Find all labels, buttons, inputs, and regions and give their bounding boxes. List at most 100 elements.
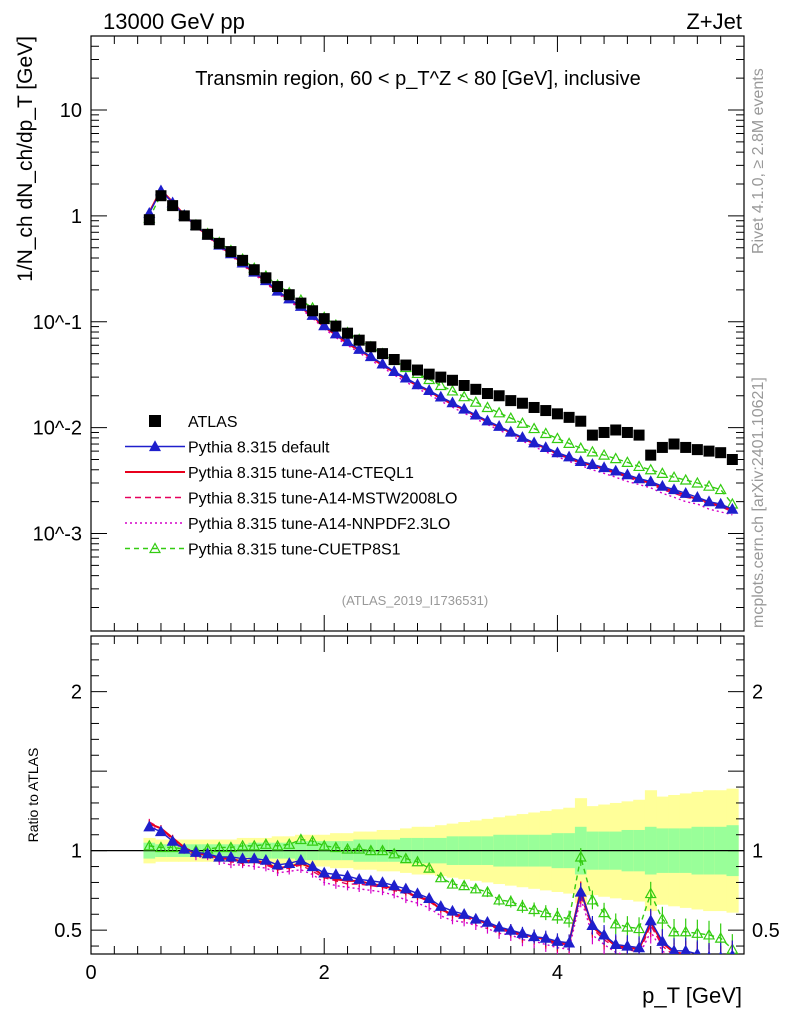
marker-atlas <box>377 348 389 360</box>
ratio-marker-default <box>353 873 366 884</box>
legend-label-cuetp8s1: Pythia 8.315 tune-CUETP8S1 <box>188 542 401 559</box>
marker-atlas <box>505 395 517 407</box>
ratio-marker-default <box>178 842 191 854</box>
ratio-marker-cuetp8s1 <box>493 893 506 905</box>
marker-default <box>702 495 716 507</box>
marker-atlas <box>353 334 365 346</box>
marker-atlas <box>691 444 703 456</box>
legend-label-nnpdf: Pythia 8.315 tune-A14-NNPDF2.3LO <box>188 516 450 533</box>
marker-atlas <box>645 449 657 461</box>
marker-atlas <box>726 454 738 466</box>
y-tick-label-ratio-right: 2 <box>752 682 763 704</box>
ratio-marker-cuetp8s1 <box>586 893 599 905</box>
marker-default <box>481 414 494 426</box>
marker-atlas <box>178 210 190 222</box>
ratio-marker-cuetp8s1 <box>633 922 646 934</box>
marker-default <box>493 420 506 431</box>
ratio-marker-cuetp8s1 <box>259 838 272 849</box>
ratio-marker-cuetp8s1 <box>353 842 366 854</box>
marker-default <box>609 464 622 476</box>
marker-atlas <box>703 445 715 457</box>
marker-default <box>563 450 576 462</box>
ratio-marker-cuetp8s1 <box>504 895 517 907</box>
marker-default <box>598 461 611 473</box>
ratio-marker-default <box>551 935 564 946</box>
ratio-marker-cuetp8s1 <box>423 861 436 873</box>
marker-atlas <box>656 441 668 453</box>
ratio-marker-default <box>574 885 587 897</box>
marker-default <box>504 425 517 437</box>
marker-cuetp8s1 <box>493 406 506 418</box>
ratio-marker-default <box>729 949 735 954</box>
process-label: Z+Jet <box>686 9 742 34</box>
marker-atlas <box>598 426 610 438</box>
ratio-marker-default <box>644 914 657 926</box>
ratio-uncertainty-bands <box>91 788 744 913</box>
marker-atlas <box>668 438 680 450</box>
marker-default <box>551 446 564 458</box>
ratio-marker-cuetp8s1 <box>469 882 482 894</box>
marker-default <box>679 487 692 498</box>
marker-cuetp8s1 <box>633 460 646 472</box>
legend-label-mstw: Pythia 8.315 tune-A14-MSTW2008LO <box>188 491 457 508</box>
marker-cuetp8s1 <box>504 411 517 423</box>
marker-atlas <box>481 388 493 400</box>
ratio-marker-cuetp8s1 <box>598 906 611 918</box>
ratio-marker-default <box>399 882 412 894</box>
marker-atlas <box>470 383 482 395</box>
marker-atlas <box>423 368 435 380</box>
marker-default <box>621 468 634 480</box>
legend: ATLAS Pythia 8.315 default Pythia 8.315 tu… <box>125 414 457 559</box>
marker-atlas <box>307 305 319 317</box>
ratio-marker-default <box>621 939 634 951</box>
marker-cuetp8s1 <box>481 401 494 413</box>
ratio-marker-cuetp8s1 <box>271 839 284 851</box>
ratio-marker-cuetp8s1 <box>399 852 412 864</box>
marker-default <box>726 502 739 514</box>
ratio-marker-default <box>248 852 261 864</box>
marker-default <box>318 319 331 331</box>
marker-default <box>586 458 599 469</box>
marker-cuetp8s1 <box>563 437 576 448</box>
series-line-mstw <box>148 188 733 513</box>
ratio-marker-default <box>458 908 471 919</box>
marker-default <box>376 357 389 369</box>
y-tick-label-main: 10^-3 <box>33 524 82 546</box>
marker-default <box>341 335 354 347</box>
marker-atlas <box>400 359 412 371</box>
marker-default <box>353 343 366 354</box>
main-y-axis-label: 1/N_ch dN_ch/dp_T [GeV] <box>14 36 37 282</box>
ratio-marker-cuetp8s1 <box>574 850 587 862</box>
marker-default <box>434 390 447 402</box>
ratio-marker-cuetp8s1 <box>644 887 657 899</box>
ratio-marker-cuetp8s1 <box>388 847 401 859</box>
marker-atlas <box>342 327 354 339</box>
x-tick-label: 2 <box>319 962 330 984</box>
y-tick-label-ratio: 2 <box>71 682 82 704</box>
ratio-marker-default <box>668 944 680 954</box>
ratio-marker-default <box>633 941 646 953</box>
marker-default <box>388 365 401 376</box>
ratio-marker-default <box>329 868 342 880</box>
ratio-marker-cuetp8s1 <box>143 839 156 851</box>
ratio-marker-default <box>446 904 459 916</box>
marker-atlas <box>213 237 225 249</box>
marker-atlas <box>528 401 540 413</box>
ratio-marker-default <box>364 874 377 886</box>
ratio-marker-default <box>376 876 389 888</box>
marker-cuetp8s1 <box>702 479 716 491</box>
ratio-marker-cuetp8s1 <box>306 834 319 846</box>
ratio-marker-default <box>539 931 552 943</box>
ratio-y-axis-label: Ratio to ATLAS <box>25 748 41 843</box>
ratio-marker-default <box>306 860 319 872</box>
ratio-marker-default <box>609 938 622 950</box>
y-tick-label-main: 1 <box>71 206 82 228</box>
ratio-marker-default <box>283 857 296 868</box>
marker-default <box>411 378 424 390</box>
marker-default <box>539 441 552 453</box>
ratio-marker-default <box>224 850 237 862</box>
marker-atlas <box>516 397 528 409</box>
ratio-marker-cuetp8s1 <box>411 855 424 867</box>
ratio-marker-default <box>656 935 669 946</box>
